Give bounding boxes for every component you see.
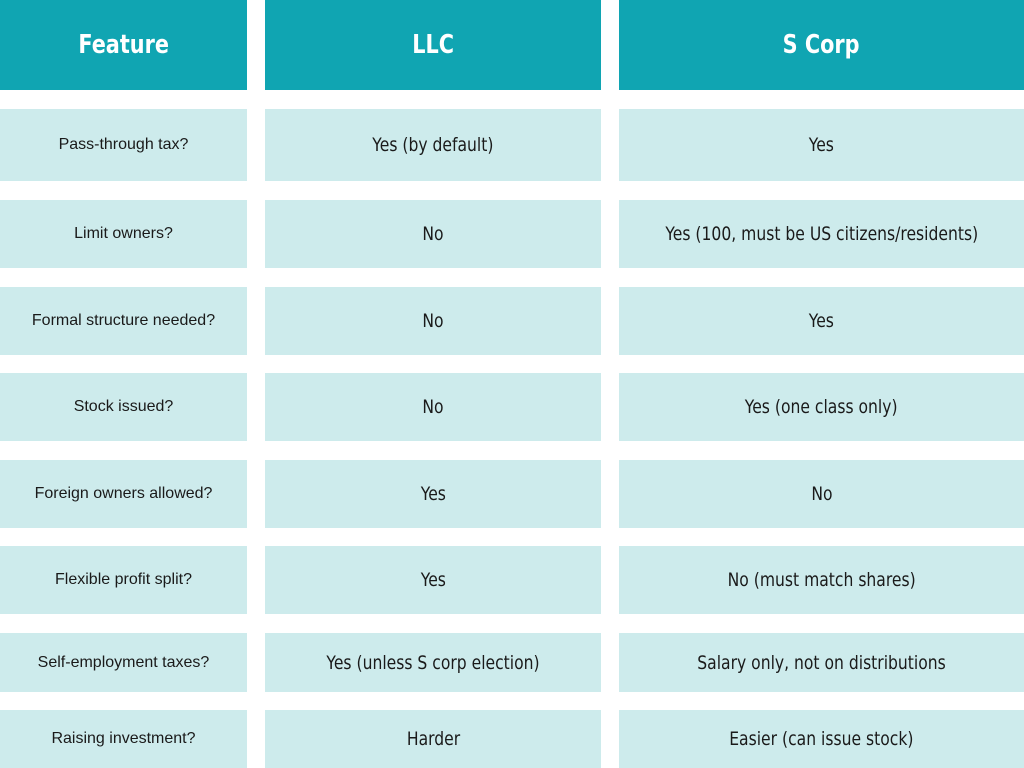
row-llc-cell: No — [265, 373, 601, 441]
row-scorp-value: Yes (100, must be US citizens/residents) — [665, 223, 978, 245]
row-scorp-value: Easier (can issue stock) — [729, 728, 914, 750]
row-llc-value: Harder — [406, 728, 460, 750]
row-scorp-value: No (must match shares) — [727, 569, 916, 591]
header-feature: Feature — [0, 0, 247, 90]
row-scorp-cell: Salary only, not on distributions — [619, 633, 1024, 692]
row-llc-cell: Yes (unless S corp election) — [265, 633, 601, 692]
row-llc-cell: Yes — [265, 546, 601, 614]
row-scorp-cell: No — [619, 460, 1024, 528]
row-llc-value: Yes — [420, 483, 446, 505]
header-scorp-label: S Corp — [783, 30, 860, 60]
row-llc-cell: No — [265, 287, 601, 355]
row-feature-cell: Raising investment? — [0, 710, 247, 768]
row-scorp-cell: No (must match shares) — [619, 546, 1024, 614]
row-feature-cell: Flexible profit split? — [0, 546, 247, 614]
row-scorp-cell: Easier (can issue stock) — [619, 710, 1024, 768]
row-llc-value: Yes (by default) — [372, 134, 494, 156]
row-scorp-cell: Yes — [619, 287, 1024, 355]
row-feature-cell: Pass-through tax? — [0, 109, 247, 181]
row-feature-cell: Self-employment taxes? — [0, 633, 247, 692]
row-llc-value: No — [422, 223, 444, 245]
row-feature-cell: Foreign owners allowed? — [0, 460, 247, 528]
header-scorp: S Corp — [619, 0, 1024, 90]
header-llc-label: LLC — [412, 30, 454, 60]
header-llc: LLC — [265, 0, 601, 90]
row-llc-value: No — [422, 310, 444, 332]
row-scorp-value: Yes — [808, 310, 835, 332]
row-scorp-cell: Yes (one class only) — [619, 373, 1024, 441]
row-scorp-cell: Yes — [619, 109, 1024, 181]
row-feature-cell: Limit owners? — [0, 200, 247, 268]
header-feature-label: Feature — [78, 30, 169, 60]
row-llc-cell: Yes (by default) — [265, 109, 601, 181]
row-llc-cell: No — [265, 200, 601, 268]
row-scorp-cell: Yes (100, must be US citizens/residents) — [619, 200, 1024, 268]
row-llc-value: Yes (unless S corp election) — [326, 651, 540, 674]
row-scorp-value: Yes (one class only) — [745, 396, 898, 418]
row-llc-value: No — [422, 396, 444, 418]
row-feature-cell: Stock issued? — [0, 373, 247, 441]
row-feature-cell: Formal structure needed? — [0, 287, 247, 355]
row-llc-value: Yes — [420, 569, 446, 591]
row-llc-cell: Yes — [265, 460, 601, 528]
row-scorp-value: Salary only, not on distributions — [697, 651, 946, 674]
row-llc-cell: Harder — [265, 710, 601, 768]
row-scorp-value: No — [810, 483, 833, 505]
row-scorp-value: Yes — [808, 134, 835, 156]
